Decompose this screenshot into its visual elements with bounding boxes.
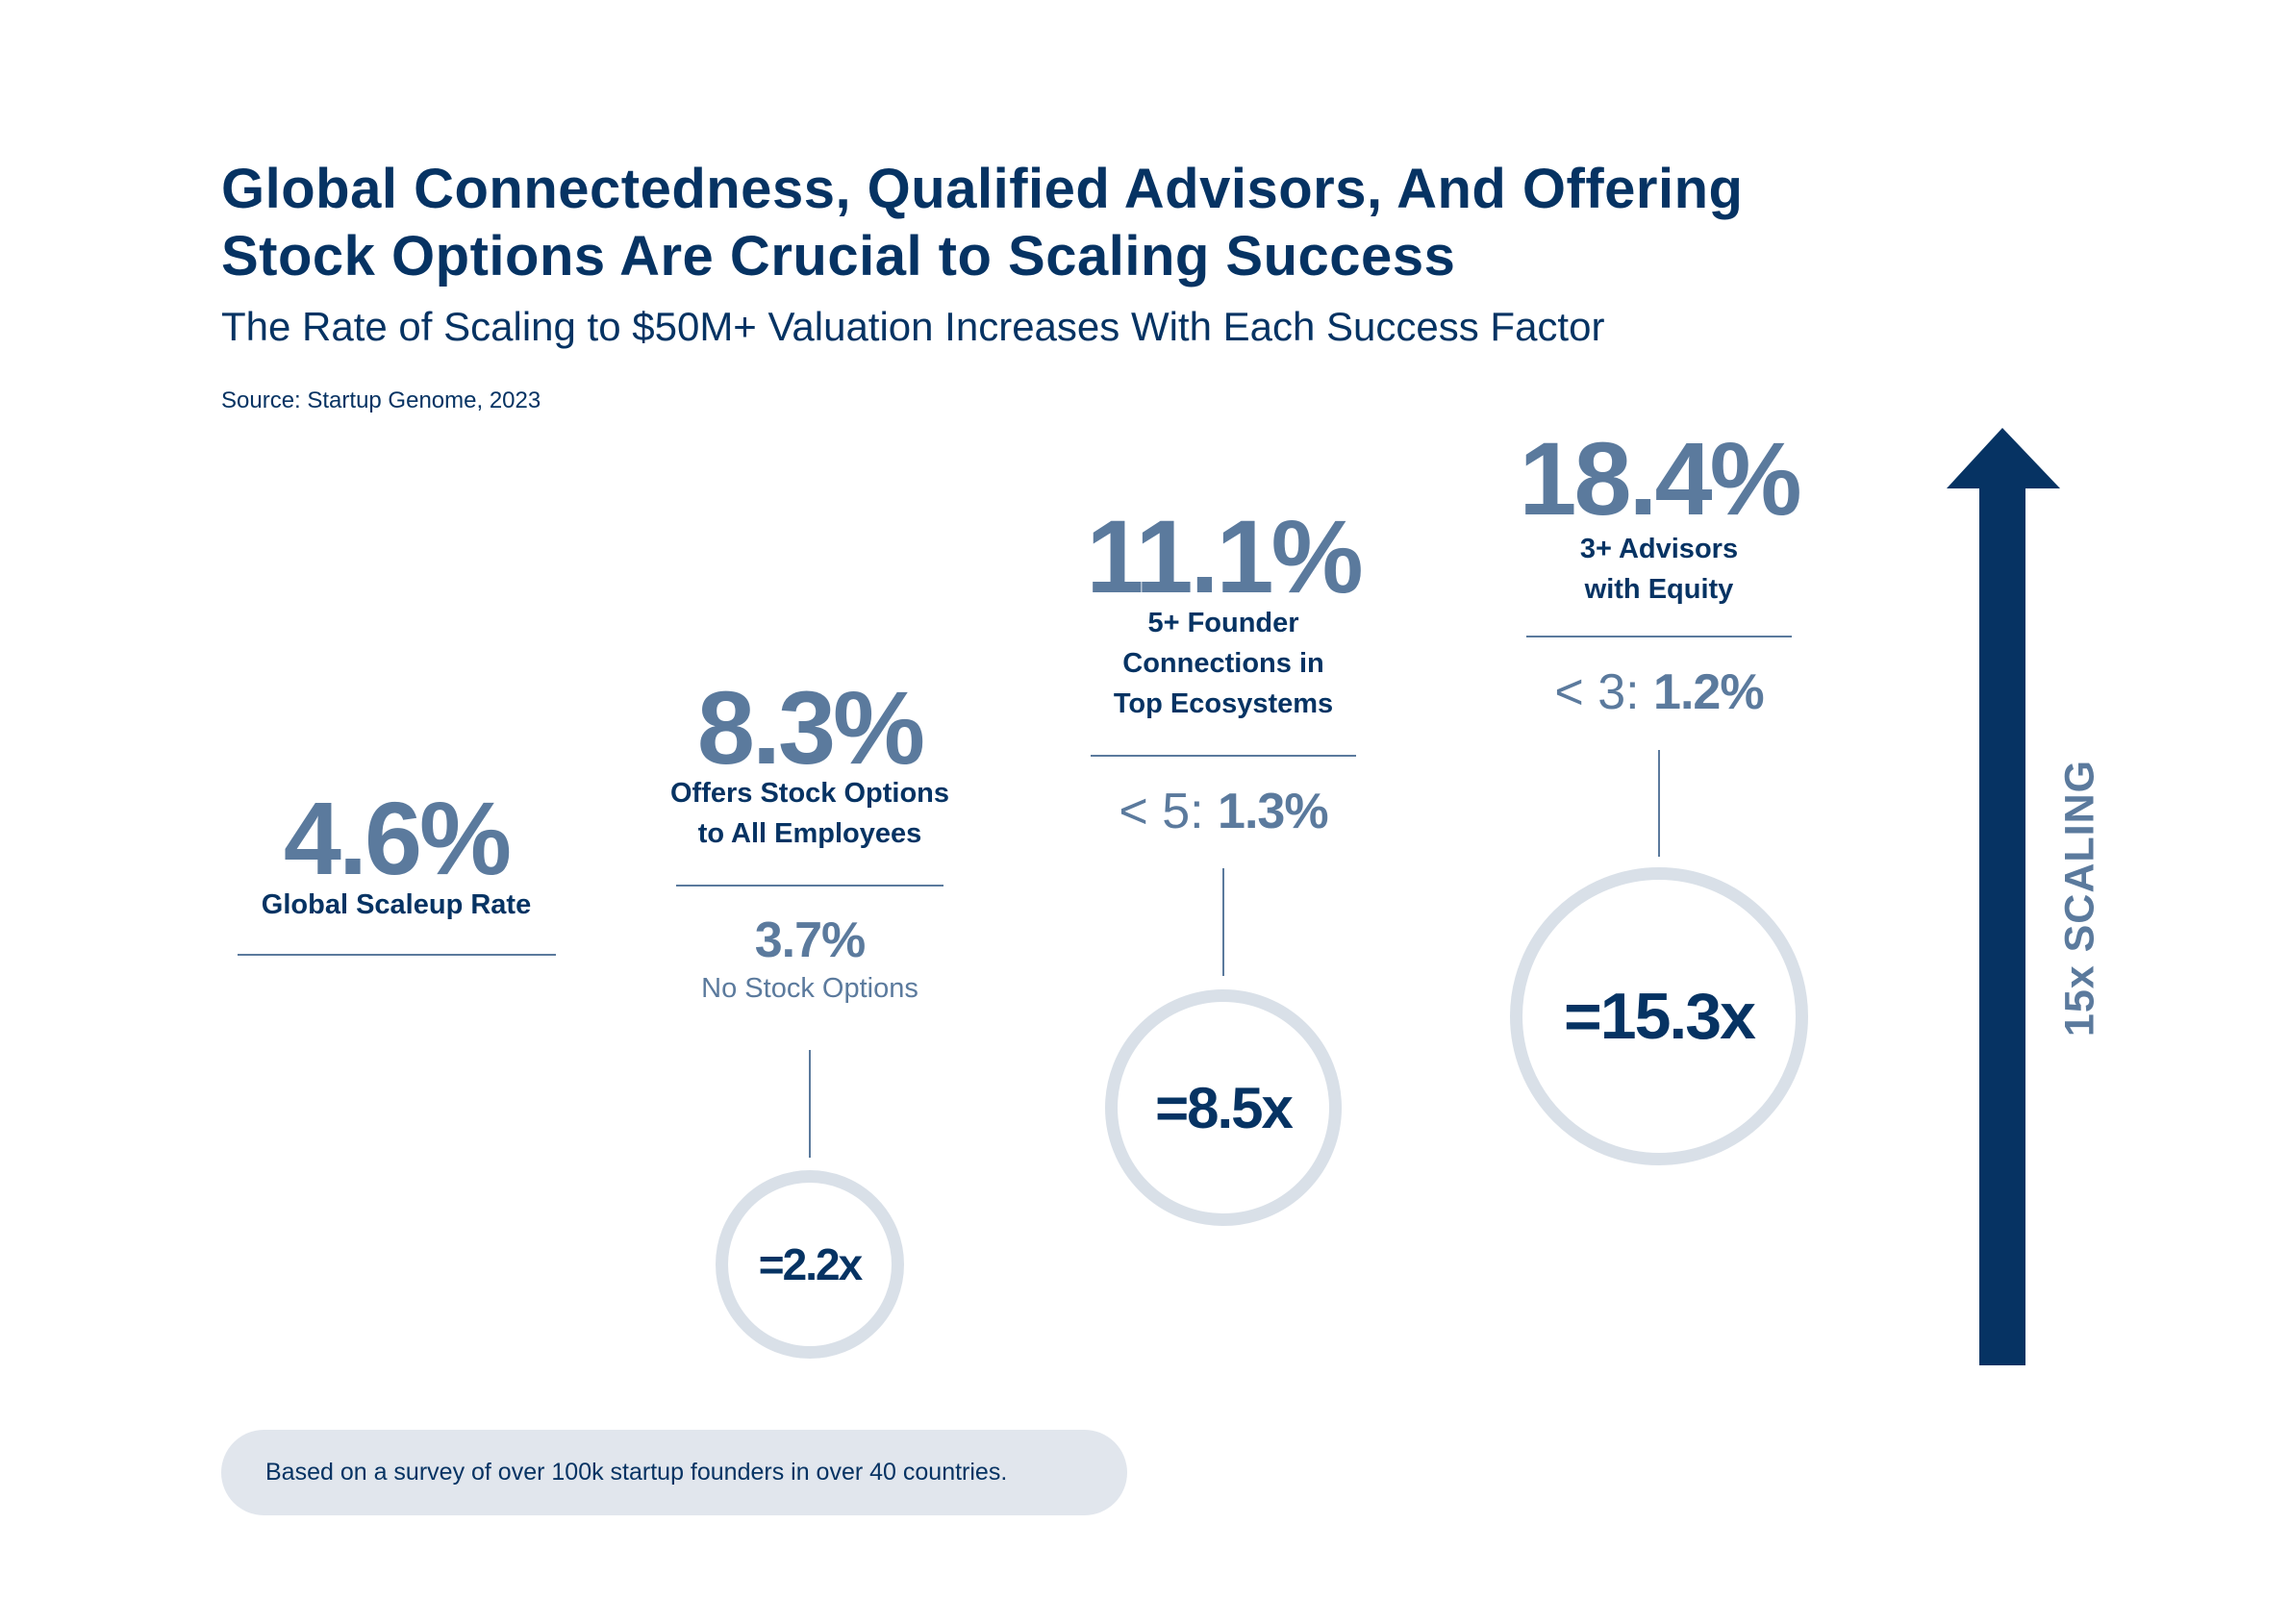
multiplier-value: =15.3x: [1564, 980, 1756, 1053]
founder-connections-label: 5+ Founder Connections in Top Ecosystems: [1114, 603, 1333, 724]
divider: [1091, 755, 1356, 757]
label-line: 5+ Founder: [1147, 608, 1299, 638]
label-line: to All Employees: [697, 818, 922, 849]
footer-note: Based on a survey of over 100k startup f…: [221, 1430, 1127, 1515]
title-line-2: Stock Options Are Crucial to Scaling Suc…: [221, 225, 1456, 287]
global-scaleup-label: Global Scaleup Rate: [261, 889, 532, 920]
multiplier-circle: =15.3x: [1510, 867, 1808, 1165]
comparison-prefix: < 3:: [1554, 664, 1640, 720]
arrow-shaft: [1979, 487, 2025, 1365]
label-line: Offers Stock Options: [669, 778, 950, 809]
comparison-value: 3.7%: [754, 912, 867, 968]
divider: [676, 885, 943, 887]
no-stock-options-value: 3.7%: [754, 912, 867, 968]
footer-note-text: Based on a survey of over 100k startup f…: [265, 1459, 1008, 1486]
advisors-comparison: < 3: 1.2%: [1554, 664, 1765, 720]
label-line: 3+ Advisors: [1579, 534, 1739, 564]
founder-connections-value: 11.1%: [1086, 498, 1363, 614]
source-note: Source: Startup Genome, 2023: [221, 387, 541, 413]
up-arrow-icon: [1947, 428, 2060, 1365]
comparison-value: 1.2%: [1653, 664, 1765, 720]
founder-comparison: < 5: 1.3%: [1119, 784, 1329, 839]
stock-options-label: Offers Stock Options to All Employees: [670, 773, 949, 854]
connector-line: [1658, 750, 1660, 857]
stock-options-value: 8.3%: [696, 669, 925, 786]
page-title: Global Connectedness, Qualified Advisors…: [221, 156, 1743, 290]
advisors-label: 3+ Advisors with Equity: [1580, 529, 1738, 610]
connector-line: [1222, 868, 1224, 976]
arrow-head: [1947, 428, 2060, 488]
advisors-value: 18.4%: [1519, 420, 1801, 537]
subtitle: The Rate of Scaling to $50M+ Valuation I…: [221, 304, 1605, 349]
connector-line: [809, 1050, 811, 1158]
multiplier-value: =8.5x: [1155, 1075, 1294, 1140]
divider: [238, 954, 556, 956]
comparison-value: 1.3%: [1218, 784, 1329, 839]
label-line: Connections in: [1122, 648, 1324, 679]
multiplier-circle: =8.5x: [1105, 989, 1342, 1226]
title-line-1: Global Connectedness, Qualified Advisors…: [221, 158, 1744, 220]
label-line: with Equity: [1584, 574, 1734, 605]
comparison-prefix: < 5:: [1119, 784, 1204, 839]
multiplier-value: =2.2x: [758, 1239, 863, 1289]
scaling-label: 15x SCALING: [2056, 759, 2103, 1037]
divider: [1526, 636, 1792, 637]
multiplier-circle: =2.2x: [716, 1170, 904, 1359]
global-scaleup-value: 4.6%: [283, 780, 512, 896]
label-line: Top Ecosystems: [1113, 688, 1334, 719]
no-stock-options-label: No Stock Options: [701, 973, 918, 1004]
